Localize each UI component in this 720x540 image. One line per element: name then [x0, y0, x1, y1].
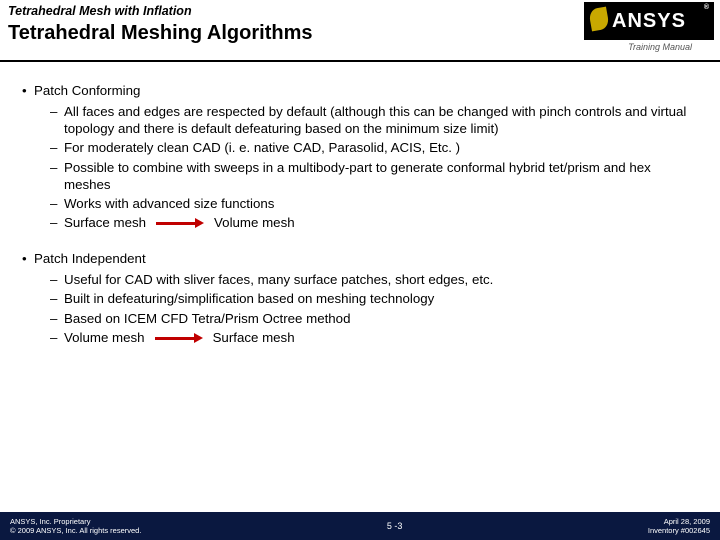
arrow-from-label: Surface mesh	[64, 214, 146, 231]
arrow-right-icon	[155, 333, 203, 343]
footer-left: ANSYS, Inc. Proprietary © 2009 ANSYS, In…	[10, 517, 141, 535]
list-item: – Surface mesh Volume mesh	[50, 214, 698, 231]
registered-icon: ®	[704, 4, 710, 11]
section-1-title: •Patch Conforming	[22, 82, 698, 99]
training-manual-label: Training Manual	[628, 42, 692, 52]
list-item: –Works with advanced size functions	[50, 195, 698, 212]
list-item: –Useful for CAD with sliver faces, many …	[50, 271, 698, 288]
logo-text: ANSYS	[612, 10, 686, 33]
list-item: –For moderately clean CAD (i. e. native …	[50, 139, 698, 156]
arrow-right-icon	[156, 218, 204, 228]
section-2-title: •Patch Independent	[22, 250, 698, 267]
footer-right: April 28, 2009 Inventory #002645	[648, 517, 710, 535]
list-item: –Based on ICEM CFD Tetra/Prism Octree me…	[50, 310, 698, 327]
footer-bar: ANSYS, Inc. Proprietary © 2009 ANSYS, In…	[0, 512, 720, 540]
list-item: –Built in defeaturing/simplification bas…	[50, 290, 698, 307]
list-item: – Volume mesh Surface mesh	[50, 329, 698, 346]
list-item: –All faces and edges are respected by de…	[50, 103, 698, 138]
ansys-logo: ANSYS ®	[584, 2, 714, 40]
arrow-to-label: Surface mesh	[213, 329, 295, 346]
logo-swoosh-icon	[588, 7, 610, 32]
list-item: –Possible to combine with sweeps in a mu…	[50, 159, 698, 194]
slide-content: •Patch Conforming –All faces and edges a…	[0, 62, 720, 347]
arrow-to-label: Volume mesh	[214, 214, 295, 231]
footer-page-number: 5 -3	[387, 521, 403, 531]
arrow-from-label: Volume mesh	[64, 329, 145, 346]
